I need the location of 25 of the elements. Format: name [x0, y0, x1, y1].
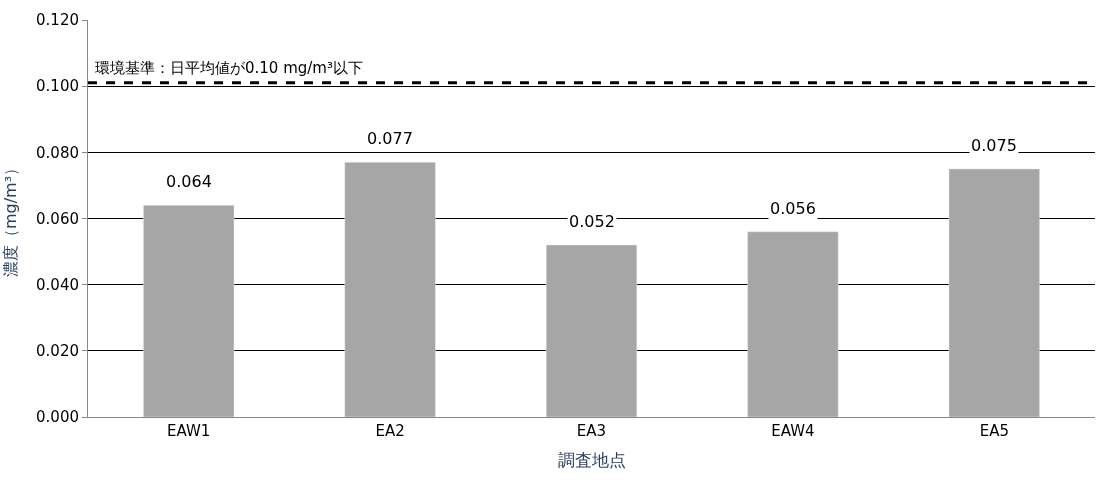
bar	[948, 168, 1040, 417]
y-tick-label: 0.120	[36, 11, 79, 30]
y-tick-label: 0.060	[36, 209, 79, 228]
x-tick-label: EAW4	[771, 422, 815, 440]
y-tick-label: 0.040	[36, 275, 79, 294]
x-tick-label: EA3	[576, 422, 607, 440]
x-tick-label: EA2	[375, 422, 405, 440]
y-axis-title: 濃度（mg/m³）	[0, 159, 20, 278]
data-label: 0.075	[971, 136, 1017, 155]
data-label: 0.052	[569, 212, 615, 231]
bar	[143, 205, 235, 417]
x-tick-label: EAW1	[167, 422, 211, 440]
bar	[344, 162, 436, 417]
y-tick-label: 0.100	[36, 77, 79, 96]
data-label: 0.077	[367, 129, 413, 148]
bar	[545, 244, 638, 417]
bar	[747, 231, 839, 417]
y-tick-label: 0.080	[36, 143, 79, 162]
x-axis-title: 調査地点	[557, 450, 626, 471]
x-tick-label: EA5	[979, 422, 1009, 440]
y-tick-label: 0.000	[36, 408, 79, 427]
data-label: 0.056	[770, 199, 816, 218]
y-tick-label: 0.020	[36, 342, 79, 361]
data-label: 0.064	[166, 172, 212, 191]
ref-line-label: 環境基準：日平均値が0.10 mg/m³以下	[95, 59, 363, 77]
